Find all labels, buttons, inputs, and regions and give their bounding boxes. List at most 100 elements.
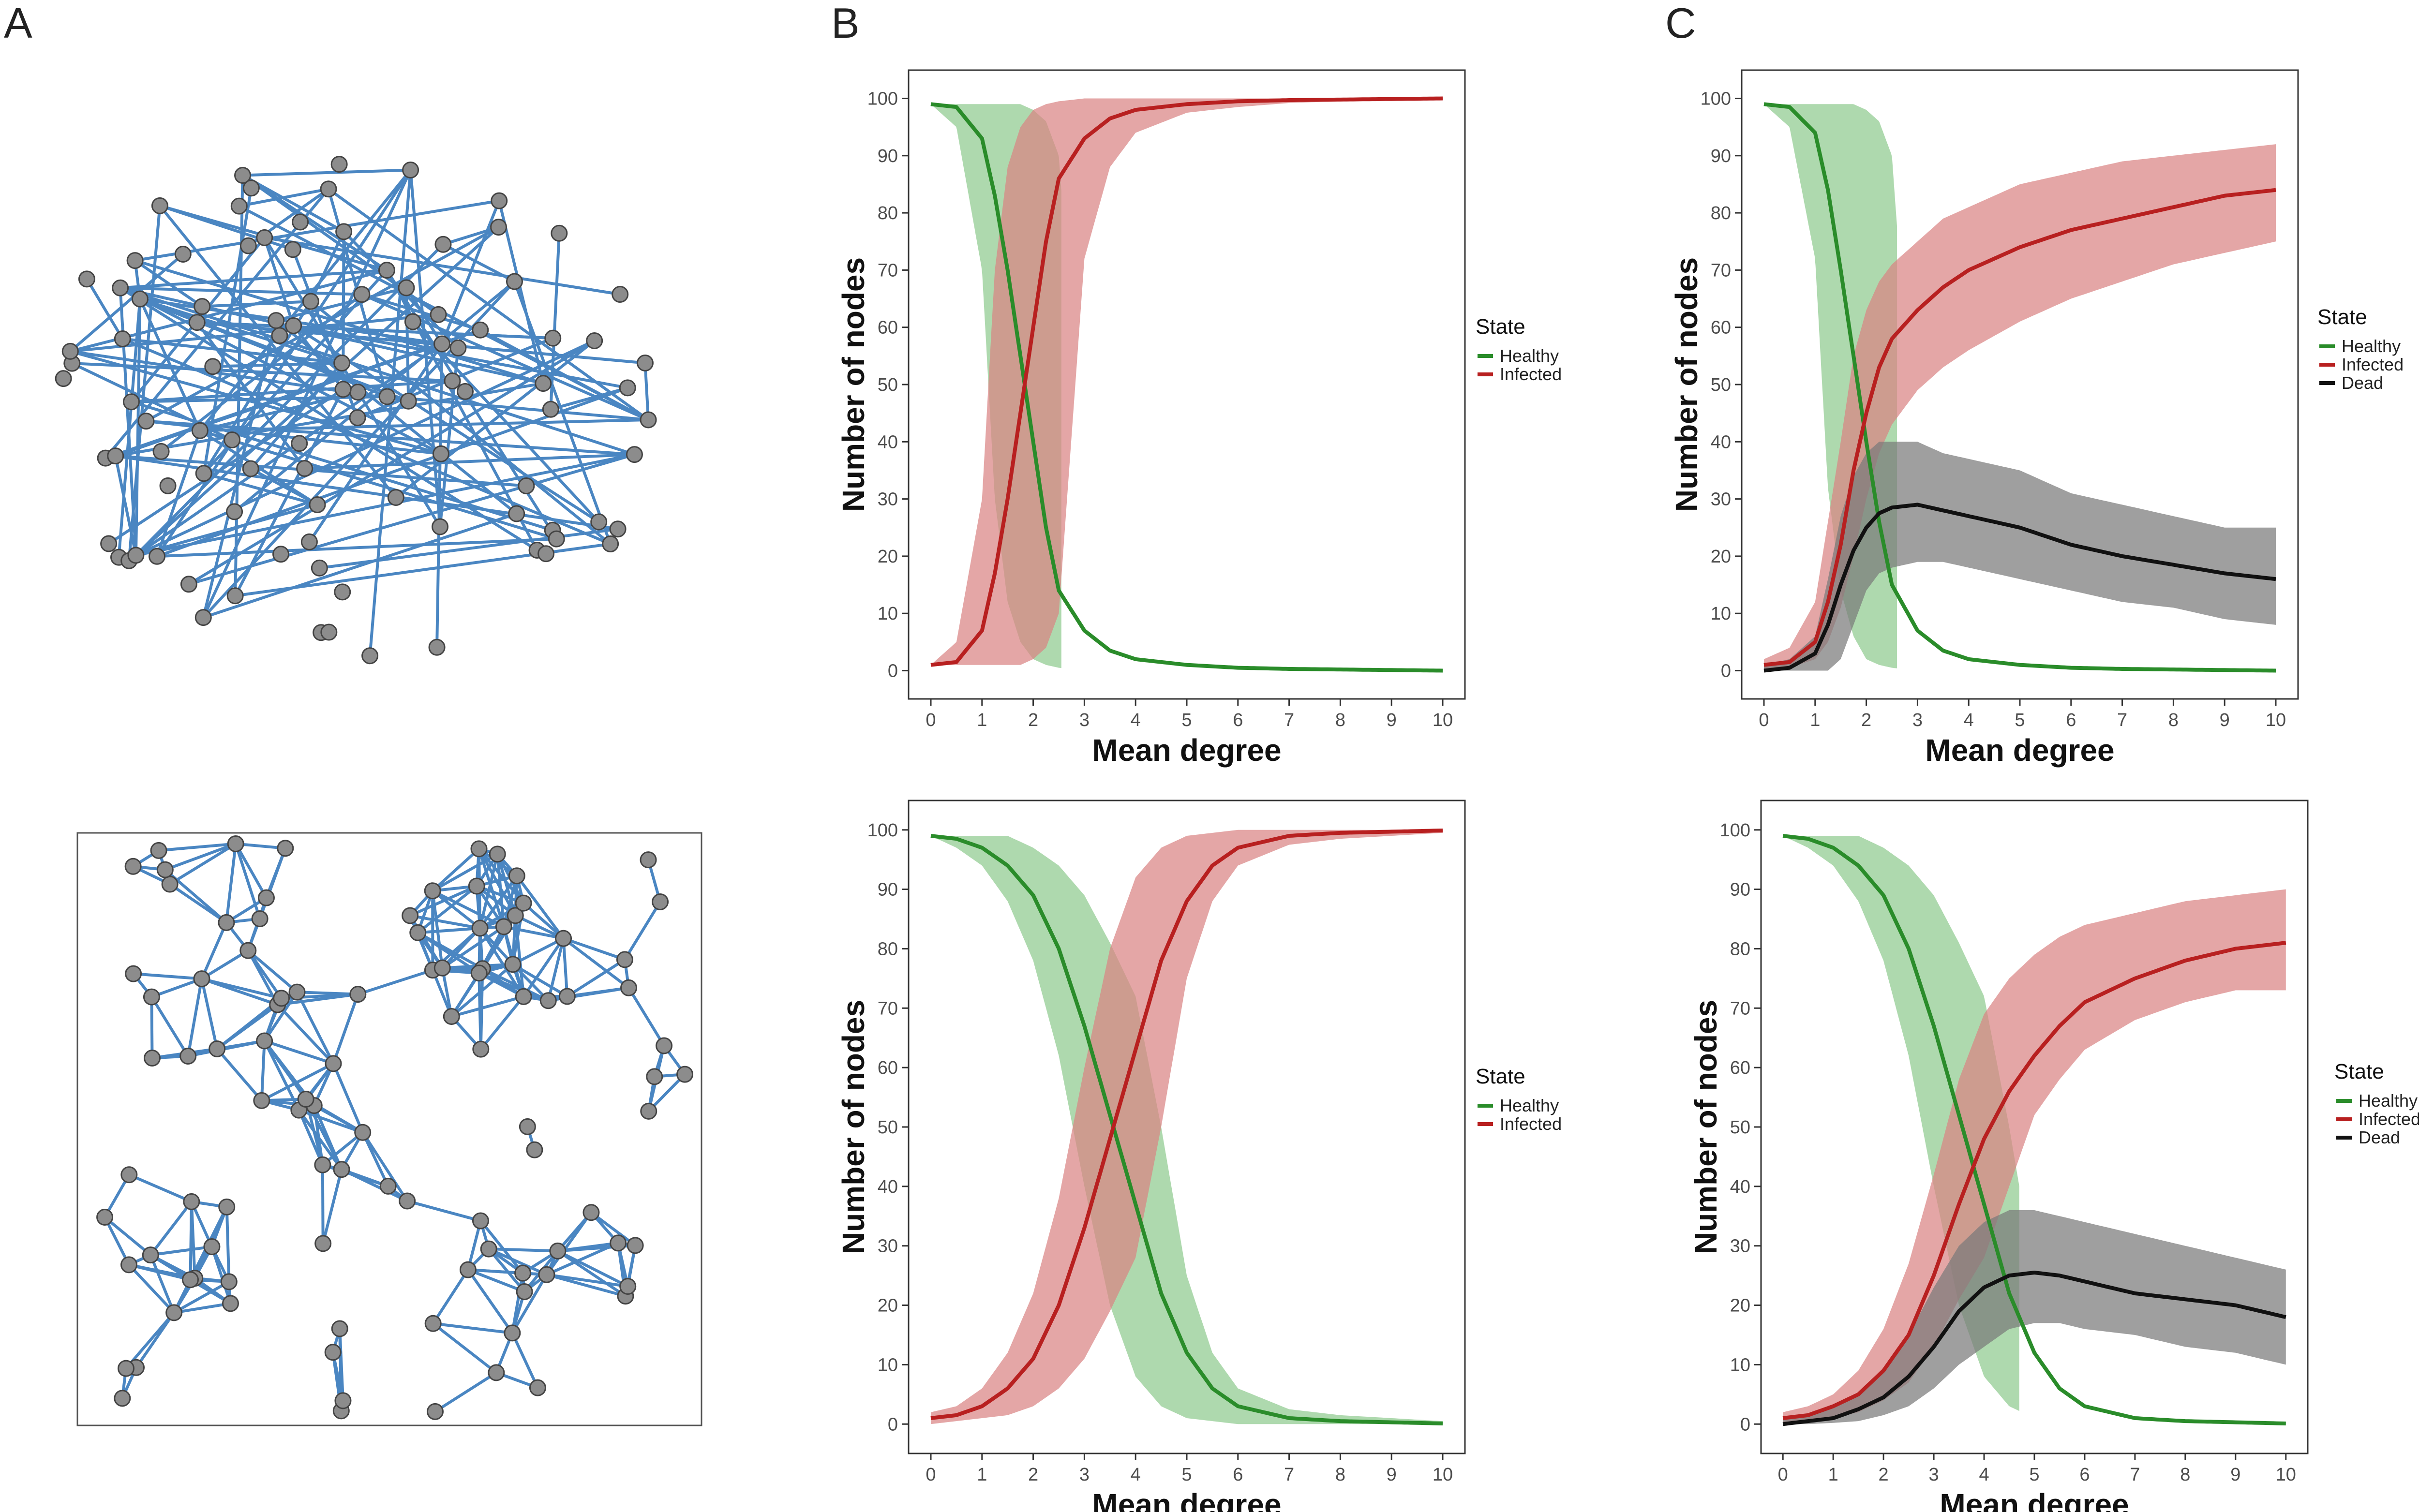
network-edge xyxy=(442,243,515,283)
network-node xyxy=(159,477,177,494)
network-node xyxy=(195,465,212,482)
y-axis-title: Number of nodes xyxy=(836,257,871,512)
network-node xyxy=(443,1008,460,1025)
y-tick-label: 80 xyxy=(878,203,898,223)
network-edge xyxy=(546,1273,628,1288)
legend-title: State xyxy=(1476,1065,1525,1088)
network-edge xyxy=(103,1216,131,1266)
network-node xyxy=(193,970,210,988)
network-edge xyxy=(557,1249,629,1288)
x-tick-label: 7 xyxy=(1284,1465,1294,1485)
dead-legend-label: Dead xyxy=(2359,1127,2400,1147)
infected-confidence-band xyxy=(1783,889,2286,1424)
network-node xyxy=(218,1198,236,1216)
geometric-network-frame xyxy=(76,832,702,1426)
y-tick-label: 20 xyxy=(1730,1296,1750,1316)
network-node xyxy=(432,518,449,535)
network-node xyxy=(620,979,638,996)
network-node xyxy=(161,875,179,893)
network-edge xyxy=(159,205,397,499)
network-node xyxy=(271,327,288,344)
network-node xyxy=(149,548,166,565)
network-node xyxy=(549,1242,567,1260)
infected-series-line xyxy=(930,829,1443,1420)
network-edge xyxy=(643,363,650,420)
network-node xyxy=(120,1166,138,1184)
y-tick-label: 10 xyxy=(878,1355,898,1375)
network-node xyxy=(297,1090,314,1108)
y-tick-label: 50 xyxy=(878,375,898,395)
x-tick-label: 0 xyxy=(926,1465,936,1485)
network-edge xyxy=(225,1207,231,1282)
network-edge xyxy=(186,978,203,1056)
network-node xyxy=(616,951,633,968)
network-node xyxy=(309,496,326,513)
network-edge xyxy=(546,1242,619,1276)
network-edge xyxy=(478,973,482,1050)
x-tick-label: 8 xyxy=(2180,1465,2190,1485)
network-node xyxy=(379,1177,397,1195)
network-edge xyxy=(261,1062,334,1102)
network-edge xyxy=(434,1371,497,1413)
network-edge xyxy=(157,537,557,558)
network-node xyxy=(424,882,441,900)
network-edge xyxy=(69,253,184,353)
panel-label-b: B xyxy=(831,0,860,47)
network-node xyxy=(627,1237,644,1254)
network-node xyxy=(191,422,209,439)
network-edge xyxy=(128,1263,191,1281)
dead-series-line xyxy=(1782,1271,2286,1426)
network-edge xyxy=(319,527,618,570)
network-edge xyxy=(523,902,565,940)
network-node xyxy=(61,342,79,360)
x-tick-label: 0 xyxy=(1778,1465,1788,1485)
healthy-legend-label: Healthy xyxy=(1500,346,1559,366)
y-tick-label: 90 xyxy=(878,880,898,900)
network-node xyxy=(508,505,525,522)
x-tick-label: 1 xyxy=(1828,1465,1838,1485)
network-node xyxy=(640,851,657,869)
network-node xyxy=(459,1261,477,1278)
network-edge xyxy=(150,997,154,1058)
network-node xyxy=(640,411,657,429)
network-edge xyxy=(203,512,517,619)
network-node xyxy=(218,914,235,931)
x-axis-title: Mean degree xyxy=(1092,1487,1281,1512)
network-edge xyxy=(308,343,444,543)
x-tick-label: 9 xyxy=(1387,710,1397,730)
network-edge xyxy=(515,875,565,939)
healthy-confidence-band xyxy=(931,836,1443,1424)
network-node xyxy=(529,1379,546,1396)
network-edge xyxy=(212,361,342,368)
network-node xyxy=(120,1256,138,1274)
network-edge xyxy=(276,1004,335,1065)
network-edge xyxy=(549,233,561,410)
y-tick-label: 50 xyxy=(1711,375,1731,395)
network-edge xyxy=(133,972,202,980)
network-edge xyxy=(85,278,124,340)
network-edge xyxy=(263,991,299,1042)
network-edge xyxy=(433,1322,513,1334)
y-tick-label: 60 xyxy=(878,1058,898,1078)
network-edge xyxy=(250,467,318,506)
y-tick-label: 0 xyxy=(888,1414,898,1435)
network-edge xyxy=(216,1048,263,1102)
x-tick-label: 5 xyxy=(2015,710,2025,730)
y-tick-label: 100 xyxy=(1701,89,1731,109)
network-node xyxy=(602,535,619,553)
y-tick-label: 70 xyxy=(1730,998,1750,1019)
network-edge xyxy=(487,1248,526,1293)
network-edge xyxy=(497,200,545,384)
legend-title: State xyxy=(2334,1060,2384,1083)
network-edge xyxy=(158,842,236,852)
network-edge xyxy=(418,927,480,934)
dead-confidence-band xyxy=(1783,1210,2286,1424)
x-tick-label: 7 xyxy=(2117,710,2127,730)
network-node xyxy=(548,530,565,548)
network-edge xyxy=(122,337,342,365)
panel-label-a: A xyxy=(4,0,32,47)
network-node xyxy=(151,197,168,214)
network-node xyxy=(242,460,259,477)
network-node xyxy=(444,372,461,390)
network-edge xyxy=(242,174,345,233)
